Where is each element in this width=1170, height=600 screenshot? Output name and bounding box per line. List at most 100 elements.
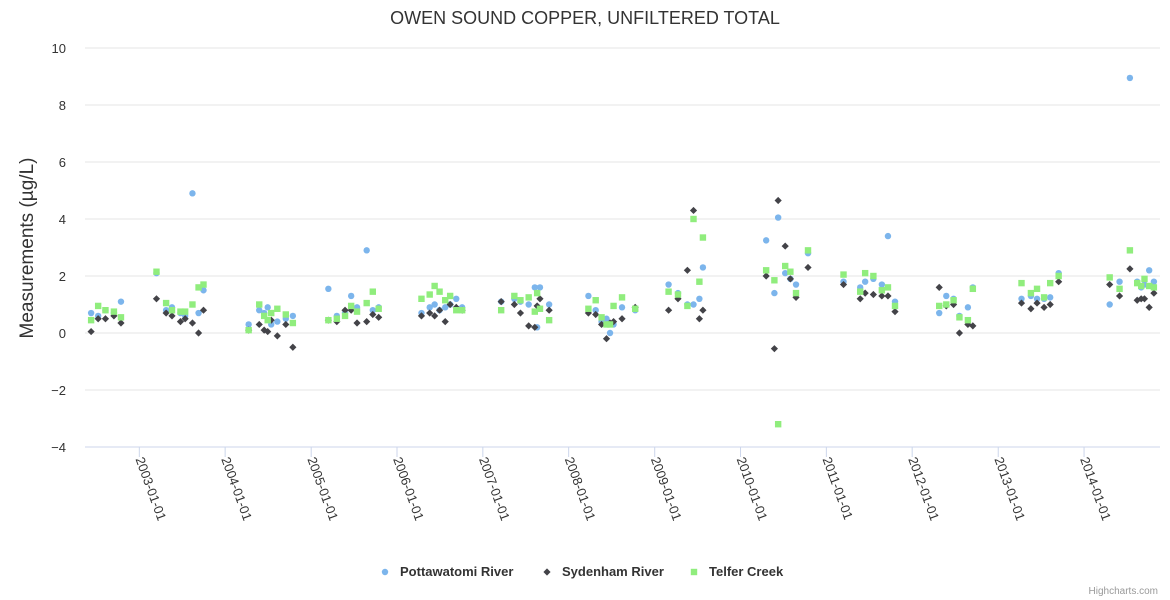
data-point[interactable] [256,307,263,314]
data-point[interactable] [856,295,864,303]
data-point[interactable] [1116,285,1123,293]
data-point[interactable] [699,306,707,314]
data-point[interactable] [531,308,538,315]
data-point[interactable] [333,315,341,322]
data-point[interactable] [684,302,691,310]
data-point[interactable] [1126,265,1134,273]
data-point[interactable] [762,272,770,280]
data-point[interactable] [245,326,252,334]
data-point[interactable] [181,308,189,315]
data-point[interactable] [786,275,794,283]
data-point[interactable] [618,304,626,311]
data-point[interactable] [665,281,672,288]
data-point[interactable] [943,301,950,308]
data-point[interactable] [1018,279,1025,287]
data-point[interactable] [1140,295,1149,303]
data-point[interactable] [282,320,290,329]
data-point[interactable] [585,292,592,300]
data-point[interactable] [603,321,610,328]
data-point[interactable] [545,316,553,324]
credits-link[interactable]: Highcharts.com [1089,586,1158,597]
data-point[interactable] [606,329,614,337]
data-point[interactable] [770,345,778,353]
data-point[interactable] [1017,299,1026,307]
data-point[interactable] [674,291,682,298]
data-point[interactable] [353,319,361,327]
data-point[interactable] [375,305,382,312]
data-point[interactable] [525,322,533,330]
data-point[interactable] [177,308,184,315]
data-point[interactable] [260,312,268,320]
legend-item-sydenham-river[interactable]: Sydenham River [543,564,664,579]
data-point[interactable] [1137,282,1145,290]
data-point[interactable] [878,287,886,294]
data-point[interactable] [683,266,691,274]
data-point[interactable] [325,285,332,293]
data-point[interactable] [861,289,869,297]
data-point[interactable] [181,315,189,323]
data-point[interactable] [245,321,252,328]
data-point[interactable] [1040,294,1048,301]
data-point[interactable] [446,292,454,300]
data-point[interactable] [884,292,892,300]
legend-marker[interactable] [690,568,698,576]
data-point[interactable] [341,306,349,314]
data-point[interactable] [1033,295,1041,302]
data-point[interactable] [442,304,449,311]
data-point[interactable] [689,206,698,215]
data-point[interactable] [969,322,977,330]
data-point[interactable] [353,308,361,315]
data-point[interactable] [194,329,203,337]
data-point[interactable] [1126,247,1134,254]
data-point[interactable] [1150,284,1158,291]
data-point[interactable] [792,289,800,297]
data-point[interactable] [964,316,972,324]
data-point[interactable] [936,309,943,317]
data-point[interactable] [956,314,963,321]
data-point[interactable] [1106,274,1113,281]
data-point[interactable] [168,312,176,320]
data-point[interactable] [598,314,605,321]
data-point[interactable] [610,302,617,310]
data-point[interactable] [441,318,449,326]
data-point[interactable] [435,306,444,314]
data-point[interactable] [955,329,964,337]
data-point[interactable] [453,295,460,302]
data-point[interactable] [969,285,977,293]
data-point[interactable] [264,316,271,324]
data-point[interactable] [603,315,610,322]
data-point[interactable] [891,302,899,310]
data-point[interactable] [153,268,160,275]
data-point[interactable] [618,315,626,323]
data-point[interactable] [195,309,202,317]
data-point[interactable] [497,307,505,314]
data-point[interactable] [431,312,439,320]
data-point[interactable] [1046,300,1054,309]
data-point[interactable] [536,305,544,312]
data-point[interactable] [282,311,289,318]
data-point[interactable] [87,316,95,324]
data-point[interactable] [1145,282,1153,290]
data-point[interactable] [762,237,770,244]
data-point[interactable] [771,289,778,297]
data-point[interactable] [1027,305,1035,313]
data-point[interactable] [861,278,869,285]
data-point[interactable] [260,326,268,334]
data-point[interactable] [857,288,864,295]
data-point[interactable] [256,301,263,308]
data-point[interactable] [363,299,370,307]
data-point[interactable] [878,281,886,288]
data-point[interactable] [665,288,672,295]
data-point[interactable] [274,305,281,312]
data-point[interactable] [162,309,170,317]
data-point[interactable] [431,282,438,290]
data-point[interactable] [869,290,877,299]
data-point[interactable] [436,288,443,295]
data-point[interactable] [664,306,673,314]
data-point[interactable] [1018,295,1025,302]
data-point[interactable] [1106,301,1113,308]
data-point[interactable] [375,313,383,321]
legend-marker[interactable] [381,568,389,576]
data-point[interactable] [510,300,518,309]
data-point[interactable] [592,310,600,319]
